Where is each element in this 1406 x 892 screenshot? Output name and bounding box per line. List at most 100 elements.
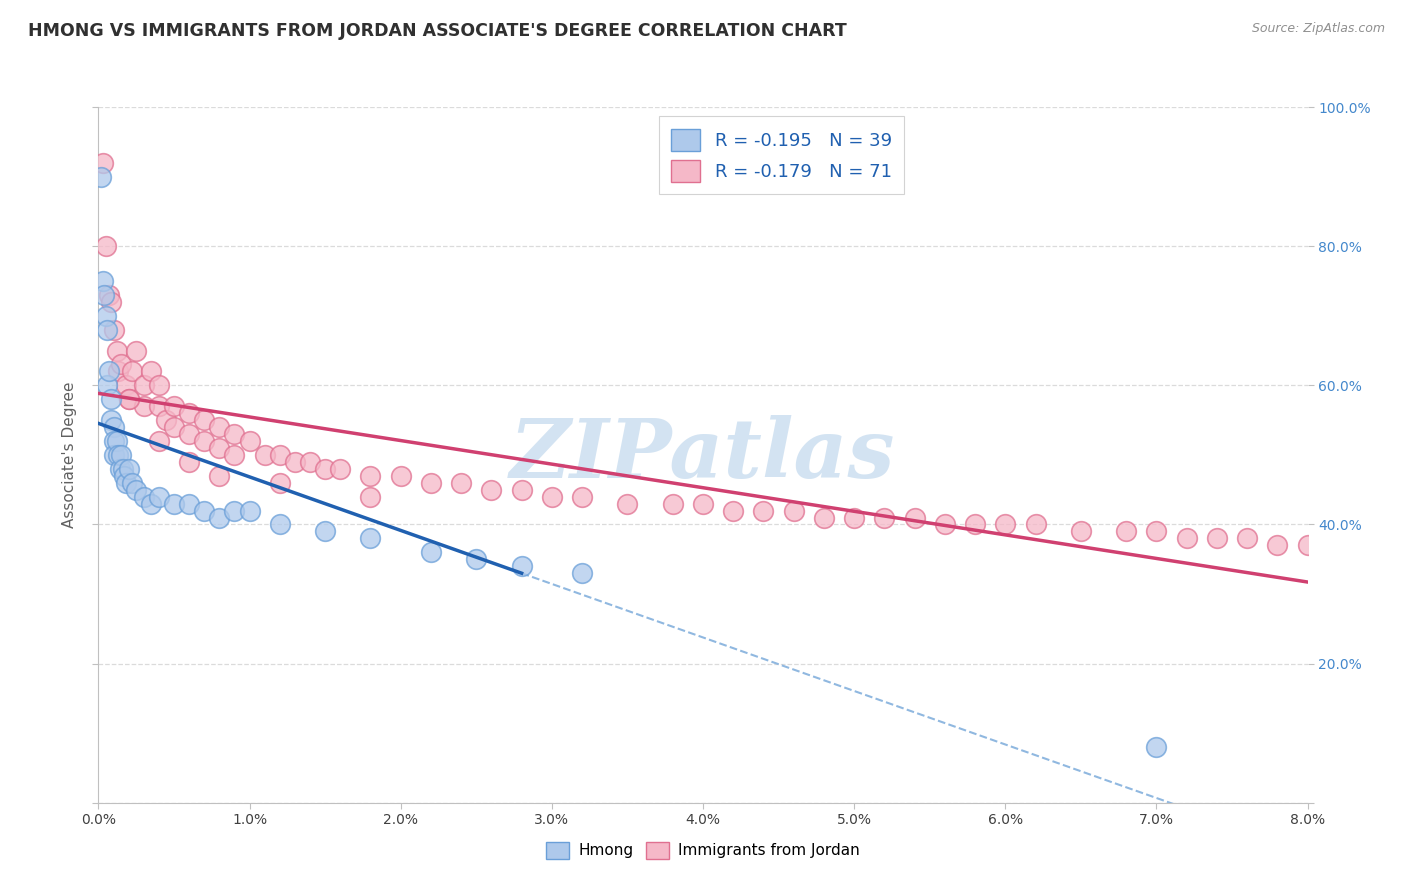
Legend: Hmong, Immigrants from Jordan: Hmong, Immigrants from Jordan (540, 836, 866, 864)
Point (239, 503, 262, 517)
Point (90, 169, 112, 184)
Point (107, 448, 129, 462)
Point (121, 364, 143, 378)
Point (541, 490, 564, 504)
Point (208, 420, 231, 434)
Point (98, 288, 121, 302)
Point (103, 448, 125, 462)
Point (360, 468, 382, 483)
Point (723, 503, 745, 517)
Point (132, 378, 155, 392)
Point (132, 399, 155, 413)
Point (91, 155, 114, 169)
Point (329, 462, 352, 476)
Point (107, 364, 129, 378)
Point (314, 524, 336, 539)
Point (1146, 740, 1168, 755)
Point (118, 392, 141, 407)
Point (148, 490, 170, 504)
Point (179, 497, 201, 511)
Point (224, 448, 246, 462)
Point (114, 475, 136, 490)
Point (125, 343, 148, 358)
Point (94, 309, 117, 323)
Point (994, 517, 1017, 532)
Point (934, 517, 956, 532)
Point (420, 475, 443, 490)
Point (465, 552, 488, 566)
Point (1070, 524, 1092, 539)
Y-axis label: Associate's Degree: Associate's Degree (62, 382, 77, 528)
Point (904, 510, 927, 524)
Point (110, 358, 132, 372)
Point (450, 475, 472, 490)
Point (193, 503, 215, 517)
Point (1267, 538, 1289, 552)
Point (965, 517, 987, 532)
Point (193, 413, 215, 427)
Text: Source: ZipAtlas.com: Source: ZipAtlas.com (1251, 22, 1385, 36)
Point (1296, 538, 1319, 552)
Point (121, 475, 143, 490)
Point (148, 399, 170, 413)
Point (105, 434, 128, 448)
Point (783, 503, 806, 517)
Point (692, 497, 714, 511)
Point (1146, 524, 1168, 539)
Point (813, 510, 835, 524)
Point (105, 343, 128, 358)
Point (420, 545, 443, 559)
Point (141, 364, 163, 378)
Point (98, 364, 121, 378)
Point (571, 490, 593, 504)
Point (844, 510, 866, 524)
Point (1115, 524, 1137, 539)
Point (148, 434, 170, 448)
Text: ZIPatlas: ZIPatlas (510, 415, 896, 495)
Point (132, 490, 155, 504)
Point (112, 468, 135, 483)
Point (224, 503, 246, 517)
Point (571, 566, 593, 581)
Point (299, 455, 322, 469)
Point (103, 323, 125, 337)
Point (510, 483, 533, 497)
Point (510, 559, 533, 574)
Point (103, 420, 125, 434)
Point (91, 274, 114, 288)
Point (141, 497, 163, 511)
Point (125, 483, 148, 497)
Point (93, 288, 115, 302)
Point (193, 434, 215, 448)
Point (100, 413, 122, 427)
Point (1206, 532, 1229, 546)
Point (108, 462, 131, 476)
Point (253, 448, 276, 462)
Point (148, 378, 170, 392)
Point (111, 462, 134, 476)
Point (163, 399, 186, 413)
Point (616, 497, 638, 511)
Point (269, 475, 291, 490)
Point (110, 448, 132, 462)
Point (179, 427, 201, 442)
Point (873, 510, 896, 524)
Point (1236, 532, 1258, 546)
Point (481, 483, 503, 497)
Point (269, 517, 291, 532)
Point (114, 378, 136, 392)
Point (155, 413, 177, 427)
Point (208, 468, 231, 483)
Point (163, 420, 186, 434)
Point (284, 455, 307, 469)
Point (662, 497, 685, 511)
Point (96, 378, 118, 392)
Text: HMONG VS IMMIGRANTS FROM JORDAN ASSOCIATE'S DEGREE CORRELATION CHART: HMONG VS IMMIGRANTS FROM JORDAN ASSOCIAT… (28, 22, 846, 40)
Point (96, 323, 118, 337)
Point (239, 434, 262, 448)
Point (103, 434, 125, 448)
Point (208, 510, 231, 524)
Point (94, 239, 117, 253)
Point (163, 497, 186, 511)
Point (389, 468, 412, 483)
